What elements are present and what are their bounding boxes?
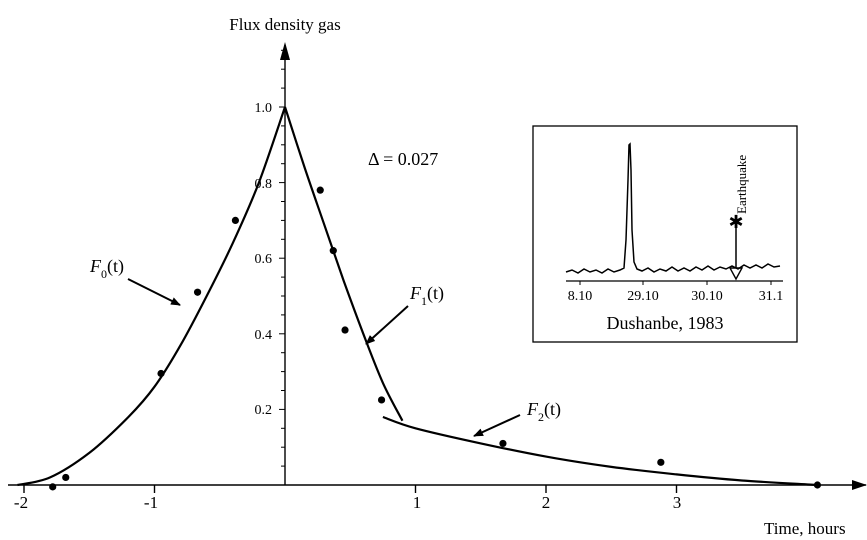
y-axis-title: Flux density gas [229,15,340,34]
inset-tick-label: 29.10 [627,289,659,304]
data-point [316,186,324,194]
y-tick-label: 1.0 [255,101,273,116]
x-tick-label: -2 [14,493,28,512]
data-point [341,326,349,334]
f0-label: F0(t) [89,256,124,281]
y-tick-label: 0.4 [255,328,273,343]
x-axis-title: Time, hours [764,519,846,538]
f2-curve [382,415,818,487]
data-point [377,396,386,404]
delta-annotation: Δ = 0.027 [368,149,438,169]
y-tick-label: 0.2 [255,403,273,418]
data-point [49,483,57,491]
inset-frame [532,125,798,343]
data-point [499,439,507,448]
inset-tick-label: 8.10 [568,289,593,304]
inset-signal-trace [565,142,781,274]
data-point [813,481,822,489]
inset-tick-label: 31.1 [759,289,784,304]
data-point [329,247,337,255]
f0-curve [17,106,287,487]
y-tick-marks [279,49,285,467]
f0-arrow [127,278,181,306]
f1-curve [283,106,404,422]
y-tick-label: 0.6 [255,252,273,267]
f1-label: F1(t) [409,283,444,308]
x-tick-label: 1 [413,493,422,512]
x-tick-label: 2 [542,493,551,512]
x-tick-label: 3 [673,493,682,512]
x-tick-marks [23,485,678,493]
observation-points [49,186,822,491]
data-point [157,369,165,378]
f1-arrow [365,305,409,345]
f2-arrow [473,414,521,437]
inset-caption: Dushanbe, 1983 [607,313,724,333]
f2-label: F2(t) [526,399,561,424]
earthquake-label: Earthquake [734,155,749,214]
y-axis-arrowhead [280,42,290,60]
inset-panel: 8.10 29.10 30.10 31.1 Dushanbe, 1983 ✱ E… [532,125,798,343]
data-point [231,216,240,224]
earthquake-marker-arrow [728,267,744,281]
x-tick-label: -1 [144,493,158,512]
data-point [657,458,665,466]
earthquake-star-icon: ✱ [728,212,743,232]
data-point [62,473,70,482]
data-point [193,288,202,296]
x-axis-arrowhead [852,480,867,490]
inset-tick-label: 30.10 [691,289,723,304]
